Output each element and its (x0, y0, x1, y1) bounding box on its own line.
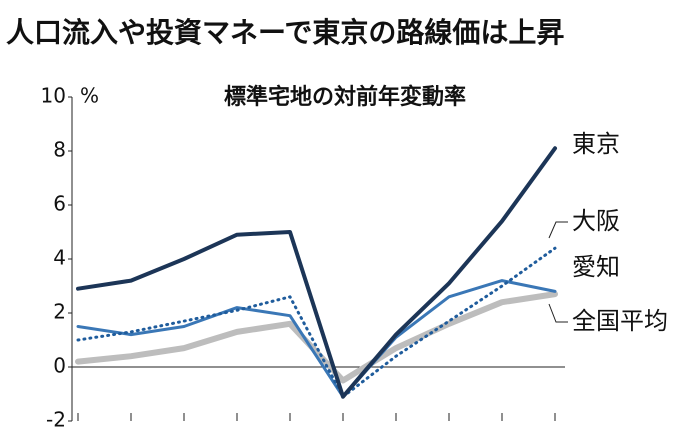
y-tick-label: 8 (53, 138, 66, 162)
series-line (76, 279, 557, 399)
y-tick-label: 10 (41, 84, 66, 108)
legend-label: 大阪 (572, 207, 620, 235)
y-tick-label: -2 (46, 408, 66, 431)
y-tick-label: 4 (53, 246, 66, 270)
series-line (76, 246, 557, 399)
y-tick-label: 6 (53, 192, 66, 216)
series-line (76, 146, 557, 399)
legend-label: 全国平均 (572, 307, 668, 335)
legend-leader (548, 303, 568, 323)
chart-subtitle: 標準宅地の対前年変動率 (224, 84, 466, 110)
chart-title: 人口流入や投資マネーで東京の路線価は上昇 (6, 16, 564, 49)
legend-leader (548, 221, 568, 239)
legend-label: 愛知 (572, 253, 620, 281)
series-line (75, 291, 558, 384)
y-tick-label: 0 (53, 354, 66, 378)
y-axis-label: % (80, 84, 99, 108)
legend-label: 東京 (572, 130, 620, 158)
y-tick-label: 2 (53, 300, 66, 324)
